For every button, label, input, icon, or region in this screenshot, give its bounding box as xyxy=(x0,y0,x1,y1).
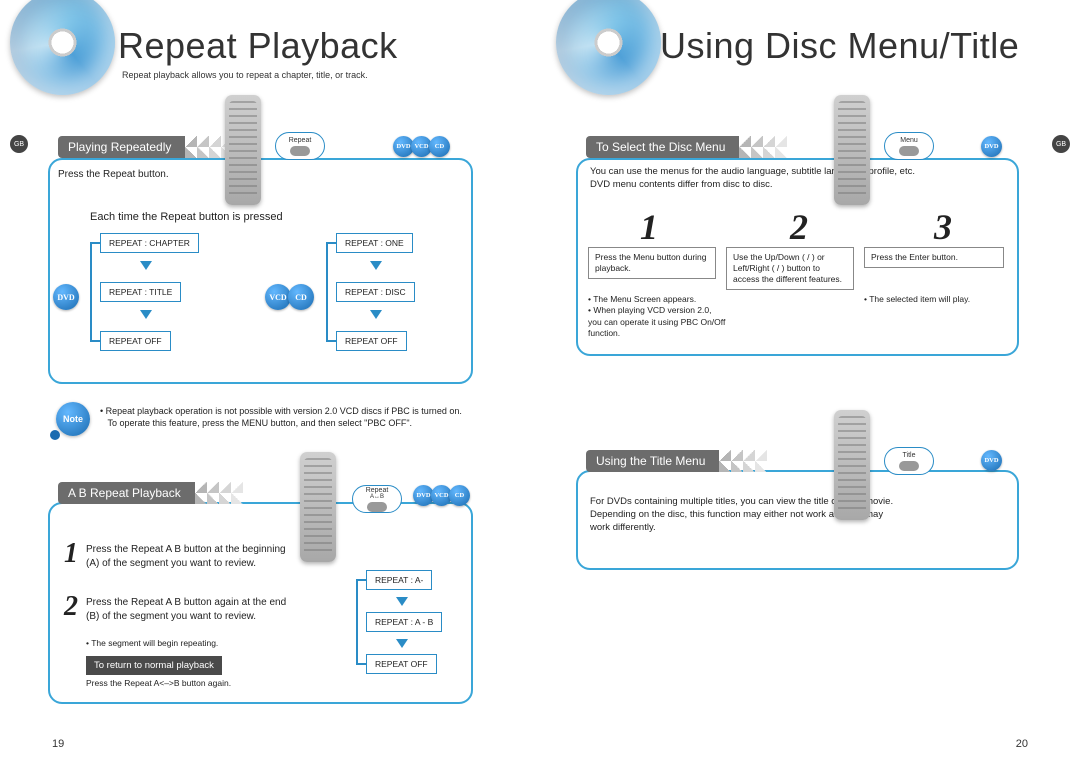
format-pill-cd: CD xyxy=(288,284,314,310)
big-step-3: 3 xyxy=(934,206,952,248)
connector xyxy=(326,242,328,342)
note-line-2: To operate this feature, press the MENU … xyxy=(108,418,413,428)
flowbox-repeat-one: REPEAT : ONE xyxy=(336,233,413,253)
step3-box: Press the Enter button. xyxy=(864,247,1004,268)
flowbox-repeat-off: REPEAT OFF xyxy=(366,654,437,674)
remote-callout-repeat: Repeat xyxy=(275,132,325,160)
step2-bullet: • The segment will begin repeating. xyxy=(86,638,218,649)
note-line-1: Repeat playback operation is not possibl… xyxy=(106,406,462,416)
format-pill-dvd: DVD xyxy=(981,450,1002,471)
arrow-down-icon xyxy=(370,310,382,319)
connector xyxy=(90,340,100,342)
step2-box: Use the Up/Down ( / ) or Left/Right ( / … xyxy=(726,247,854,290)
disc-icon xyxy=(10,0,115,95)
step3-bullets: The selected item will play. xyxy=(864,294,1004,305)
flowbox-repeat-off: REPEAT OFF xyxy=(100,331,171,351)
dvd-badge: DVD xyxy=(56,284,79,310)
remote-callout-menu: Menu xyxy=(884,132,934,160)
remote-icon xyxy=(300,452,336,562)
page-number-left: 19 xyxy=(52,738,64,750)
arrow-down-icon xyxy=(396,639,408,648)
section-header-disc-menu: To Select the Disc Menu xyxy=(586,136,799,158)
step-number-2: 2 xyxy=(64,591,78,623)
arrow-down-icon xyxy=(140,261,152,270)
format-badges: DVD xyxy=(984,450,1002,471)
section-title: Playing Repeatedly xyxy=(58,136,185,158)
connector xyxy=(90,242,100,244)
lang-badge: GB xyxy=(1052,135,1070,153)
page-number-right: 20 xyxy=(1016,738,1028,750)
step1-bullets: The Menu Screen appears. When playing VC… xyxy=(588,294,726,340)
arrow-down-icon xyxy=(370,261,382,270)
section-header-ab-repeat: A B Repeat Playback xyxy=(58,482,255,504)
section-header-playing-repeatedly: Playing Repeatedly xyxy=(58,136,245,158)
remote-icon xyxy=(834,95,870,205)
step-number-1: 1 xyxy=(64,538,78,570)
arrow-down-icon xyxy=(396,597,408,606)
return-text: Press the Repeat A<–>B button again. xyxy=(86,678,231,689)
remote-icon xyxy=(225,95,261,205)
big-step-2: 2 xyxy=(790,206,808,248)
step1-text: Press the Repeat A B button at the begin… xyxy=(86,543,296,570)
flowbox-repeat-title: REPEAT : TITLE xyxy=(100,282,181,302)
return-strip: To return to normal playback xyxy=(86,656,222,675)
flowbox-repeat-a-b: REPEAT : A - B xyxy=(366,612,442,632)
page-title-left: Repeat Playback xyxy=(118,25,398,67)
page-title-right: Using Disc Menu/Title xyxy=(660,25,1019,67)
each-time-text: Each time the Repeat button is pressed xyxy=(90,210,283,225)
callout-sub: A↔B xyxy=(370,494,384,500)
chevron-icon xyxy=(719,450,779,472)
format-badges: DVD VCD CD xyxy=(416,485,470,506)
step1-box: Press the Menu button during playback. xyxy=(588,247,716,279)
remote-callout-title: Title xyxy=(884,447,934,475)
connector xyxy=(326,340,336,342)
flowbox-repeat-disc: REPEAT : DISC xyxy=(336,282,415,302)
format-pill-dvd: DVD xyxy=(53,284,79,310)
callout-label: Menu xyxy=(900,137,918,144)
step2-text: Press the Repeat A B button again at the… xyxy=(86,596,296,623)
callout-label: Title xyxy=(903,452,916,459)
connector xyxy=(356,663,366,665)
vcd-cd-badges: VCD CD xyxy=(268,284,314,310)
format-badges: DVD VCD CD xyxy=(396,136,450,157)
page-subtitle: Repeat playback allows you to repeat a c… xyxy=(122,70,368,80)
chevron-icon xyxy=(739,136,799,158)
note-icon: Note xyxy=(56,402,90,436)
callout-label: Repeat xyxy=(289,137,312,144)
format-pill-cd: CD xyxy=(449,485,470,506)
format-pill-dvd: DVD xyxy=(981,136,1002,157)
connector xyxy=(90,242,92,342)
note-text: • Repeat playback operation is not possi… xyxy=(100,405,480,429)
lang-badge: GB xyxy=(10,135,28,153)
section-title: A B Repeat Playback xyxy=(58,482,195,504)
format-badges: DVD xyxy=(984,136,1002,157)
arrow-down-icon xyxy=(140,310,152,319)
remote-icon xyxy=(834,410,870,520)
flowbox-repeat-chapter: REPEAT : CHAPTER xyxy=(100,233,199,253)
disc-menu-intro: You can use the menus for the audio lang… xyxy=(590,166,920,192)
section-header-title-menu: Using the Title Menu xyxy=(586,450,779,472)
connector xyxy=(356,579,358,665)
flowbox-repeat-a: REPEAT : A- xyxy=(366,570,432,590)
section-title: To Select the Disc Menu xyxy=(586,136,739,158)
connector xyxy=(356,579,366,581)
chevron-icon xyxy=(195,482,255,504)
disc-icon xyxy=(556,0,661,95)
section-title: Using the Title Menu xyxy=(586,450,719,472)
remote-callout-repeat-ab: Repeat A↔B xyxy=(352,485,402,513)
press-repeat-text: Press the Repeat button. xyxy=(58,168,169,182)
callout-label: Repeat xyxy=(366,487,389,494)
connector xyxy=(326,242,336,244)
big-step-1: 1 xyxy=(640,206,658,248)
flowbox-repeat-off: REPEAT OFF xyxy=(336,331,407,351)
format-pill-cd: CD xyxy=(429,136,450,157)
